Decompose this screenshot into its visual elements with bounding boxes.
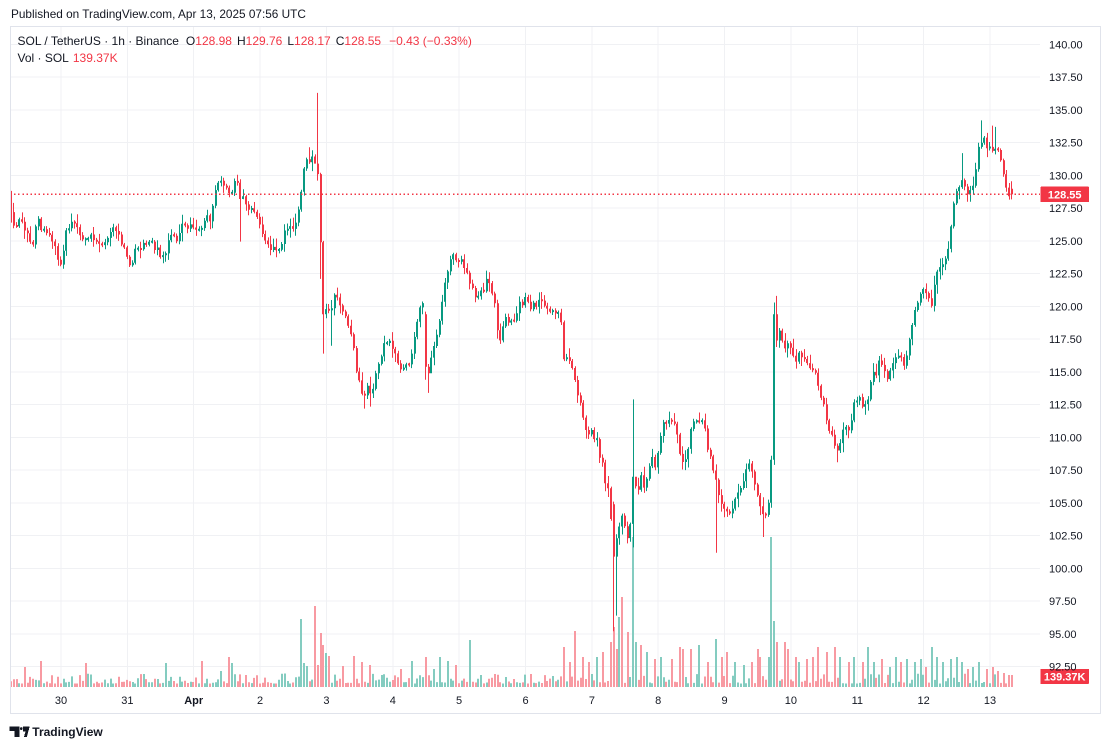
svg-text:TradingView: TradingView (32, 725, 103, 739)
svg-text:139.37K: 139.37K (1044, 671, 1086, 683)
svg-text:137.50: 137.50 (1049, 72, 1083, 84)
svg-text:2: 2 (257, 695, 263, 707)
svg-text:Apr: Apr (184, 695, 204, 707)
svg-text:127.50: 127.50 (1049, 203, 1083, 215)
svg-text:140.00: 140.00 (1049, 39, 1083, 51)
svg-text:112.50: 112.50 (1049, 400, 1082, 412)
svg-text:5: 5 (456, 695, 462, 707)
svg-text:135.00: 135.00 (1049, 105, 1083, 117)
svg-text:122.50: 122.50 (1049, 269, 1083, 281)
svg-text:6: 6 (522, 695, 528, 707)
svg-text:13: 13 (984, 695, 996, 707)
svg-text:8: 8 (655, 695, 661, 707)
svg-text:4: 4 (390, 695, 396, 707)
svg-text:105.00: 105.00 (1049, 498, 1083, 510)
svg-text:102.50: 102.50 (1049, 531, 1083, 543)
svg-text:10: 10 (785, 695, 797, 707)
svg-text:117.50: 117.50 (1049, 334, 1082, 346)
svg-text:120.00: 120.00 (1049, 301, 1083, 313)
svg-text:100.00: 100.00 (1049, 563, 1083, 575)
svg-text:128.55: 128.55 (1048, 189, 1082, 201)
svg-text:115.00: 115.00 (1049, 367, 1082, 379)
svg-text:125.00: 125.00 (1049, 236, 1083, 248)
svg-text:7: 7 (589, 695, 595, 707)
svg-text:132.50: 132.50 (1049, 138, 1083, 150)
svg-text:95.00: 95.00 (1049, 629, 1077, 641)
svg-text:12: 12 (917, 695, 929, 707)
svg-text:30: 30 (55, 695, 67, 707)
svg-text:110.00: 110.00 (1049, 432, 1082, 444)
svg-text:107.50: 107.50 (1049, 465, 1083, 477)
svg-text:97.50: 97.50 (1049, 596, 1077, 608)
svg-text:92.50: 92.50 (1049, 662, 1077, 674)
svg-text:31: 31 (121, 695, 133, 707)
svg-text:130.00: 130.00 (1049, 170, 1083, 182)
svg-text:11: 11 (852, 695, 863, 707)
svg-text:3: 3 (323, 695, 329, 707)
svg-text:9: 9 (722, 695, 728, 707)
